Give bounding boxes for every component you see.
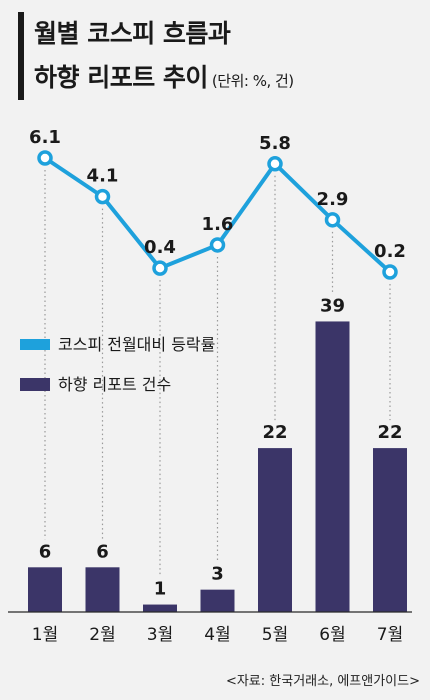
line-point [324, 212, 341, 228]
line-point [37, 150, 53, 166]
line-value-label: 5.8 [259, 133, 291, 154]
legend-swatch-line [20, 339, 50, 350]
bar-value-label: 6 [96, 541, 109, 562]
source-label: <자료: 한국거래소, 에프앤가이드> [225, 674, 420, 689]
bar [200, 589, 235, 612]
line-value-label: 0.4 [144, 237, 176, 258]
bar [373, 448, 407, 612]
line-point [94, 188, 111, 205]
bar-value-label: 3 [211, 564, 224, 585]
bar [28, 567, 62, 612]
x-tick-label: 7월 [377, 625, 403, 645]
bar [143, 604, 177, 612]
chart-title-line2-wrap: 하향 리포트 추이 (단위: %, 건) [34, 58, 294, 94]
x-tick-label: 5월 [262, 625, 288, 645]
x-tick-label: 3월 [147, 625, 173, 645]
bar [85, 567, 120, 612]
bar-value-label: 1 [154, 579, 167, 600]
chart-title-line2: 하향 리포트 추이 [34, 63, 208, 92]
x-tick-label: 1월 [32, 625, 58, 645]
bar [258, 448, 292, 612]
line-value-label: 4.1 [87, 166, 119, 187]
x-tick-label: 4월 [204, 625, 230, 645]
legend-label-bar: 하향 리포트 건수 [58, 375, 171, 394]
line-value-label: 0.2 [374, 241, 406, 262]
line-point [209, 237, 226, 253]
bar-value-label: 22 [262, 422, 287, 443]
legend-swatch-bar [20, 378, 50, 391]
x-tick-label: 6월 [319, 625, 345, 645]
line-point [382, 264, 398, 280]
chart-title-line1: 월별 코스피 흐름과 [34, 19, 231, 48]
line-value-label: 2.9 [317, 189, 349, 210]
line-value-label: 1.6 [202, 214, 234, 235]
bar-value-label: 39 [320, 295, 345, 316]
title-accent-bar [18, 12, 24, 100]
bar-value-label: 22 [377, 422, 402, 443]
x-tick-label: 2월 [89, 625, 115, 645]
line-value-label: 6.1 [29, 127, 61, 148]
line-point [267, 156, 283, 172]
line-point [152, 260, 168, 276]
unit-label: (단위: %, 건) [211, 72, 294, 90]
bar [315, 321, 350, 612]
bar-value-label: 6 [39, 541, 52, 562]
legend-label-line: 코스피 전월대비 등락률 [58, 335, 215, 354]
